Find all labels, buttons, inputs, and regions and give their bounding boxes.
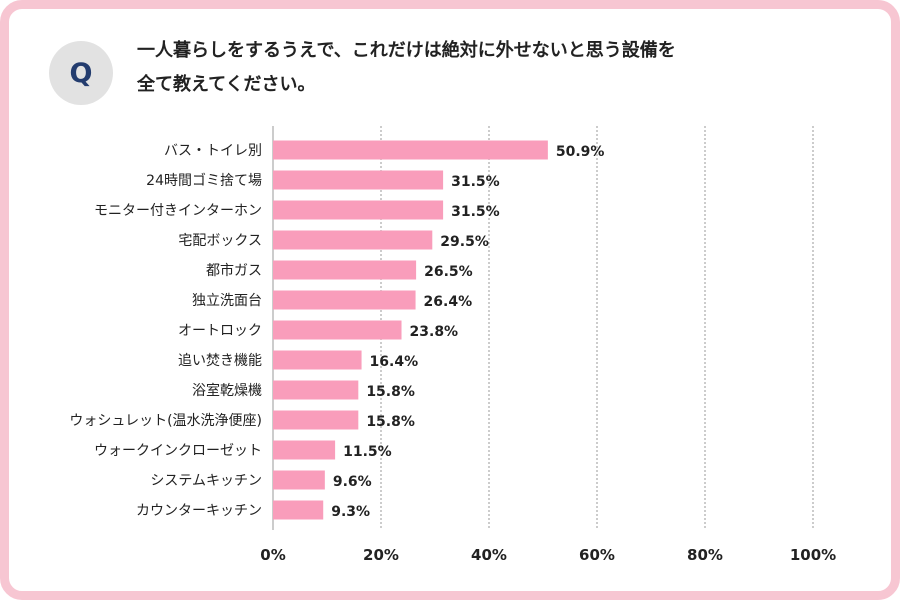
category-label: オートロック	[178, 323, 262, 339]
category-label: 24時間ゴミ捨て場	[146, 172, 262, 189]
question-line-1: 一人暮らしをするうえで、これだけは絶対に外せないと思う設備を	[137, 40, 676, 61]
question-badge: Q	[49, 41, 113, 105]
value-label: 31.5%	[451, 174, 500, 190]
value-label: 9.6%	[333, 474, 372, 490]
bars	[273, 140, 548, 520]
value-label: 15.8%	[366, 384, 415, 400]
bar	[273, 200, 444, 220]
category-label: モニター付きインターホン	[94, 203, 262, 219]
x-tick-label: 80%	[687, 546, 723, 564]
bar	[273, 380, 359, 400]
bar	[273, 470, 325, 490]
x-tick-label: 40%	[471, 546, 507, 564]
value-label: 23.8%	[410, 324, 459, 340]
bar	[273, 500, 324, 520]
category-label: バス・トイレ別	[164, 143, 262, 159]
bar	[273, 410, 359, 430]
value-label: 31.5%	[451, 204, 500, 220]
x-tick-label: 60%	[579, 546, 615, 564]
category-label: 独立洗面台	[192, 293, 262, 309]
value-label: 16.4%	[370, 354, 419, 370]
value-label: 15.8%	[366, 414, 415, 430]
x-tick-label: 0%	[260, 546, 285, 564]
bar	[273, 140, 548, 160]
value-label: 26.5%	[424, 264, 473, 280]
bar	[273, 290, 416, 310]
value-label: 50.9%	[556, 144, 605, 160]
bar	[273, 350, 362, 370]
category-label: 追い焚き機能	[178, 353, 262, 369]
bar	[273, 170, 444, 190]
bar	[273, 440, 336, 460]
category-label: 都市ガス	[206, 262, 262, 279]
category-label: 浴室乾燥機	[192, 382, 262, 399]
category-label: ウォークインクローゼット	[94, 443, 262, 459]
value-label: 29.5%	[440, 234, 489, 250]
category-label: 宅配ボックス	[178, 233, 262, 249]
x-tick-label: 100%	[790, 546, 836, 564]
question-line-2: 全て教えてください。	[137, 74, 316, 95]
category-label: システムキッチン	[150, 473, 262, 489]
value-label: 9.3%	[331, 504, 370, 520]
bar	[273, 320, 402, 340]
value-label: 11.5%	[343, 444, 392, 460]
category-label: ウォシュレット(温水洗浄便座)	[69, 413, 262, 429]
question-text: 一人暮らしをするうえで、これだけは絶対に外せないと思う設備を 全て教えてください…	[137, 34, 857, 102]
value-label: 26.4%	[424, 294, 473, 310]
bar	[273, 260, 417, 280]
labels: 0% 20% 40% 60% 80% 100% バス・トイレ別 50.9% 24時間ゴミ捨て場 3…	[69, 143, 836, 564]
bar	[273, 230, 433, 250]
x-tick-label: 20%	[363, 546, 399, 564]
category-label: カウンターキッチン	[136, 503, 262, 519]
